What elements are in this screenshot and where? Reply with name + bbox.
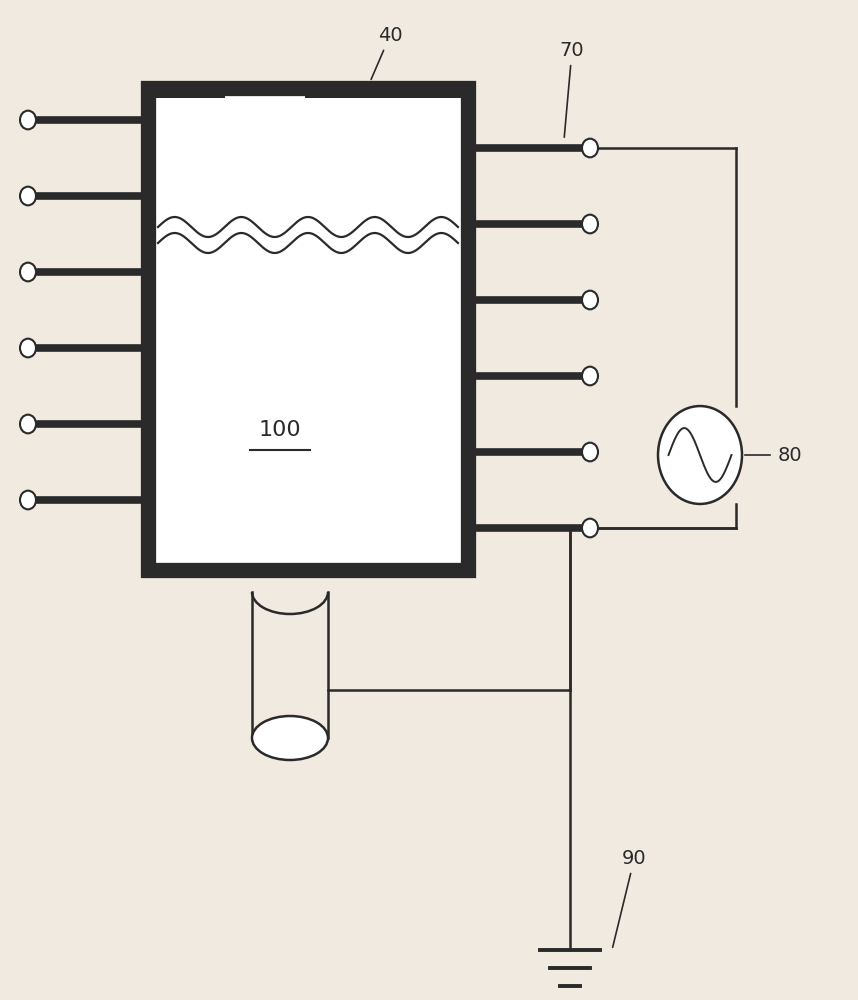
Text: 70: 70 — [559, 41, 584, 137]
Circle shape — [582, 291, 598, 309]
Circle shape — [20, 263, 36, 281]
Circle shape — [582, 367, 598, 385]
Text: 80: 80 — [778, 446, 802, 465]
Circle shape — [582, 519, 598, 537]
Circle shape — [582, 215, 598, 233]
Circle shape — [658, 406, 742, 504]
Bar — [305, 82, 468, 98]
Text: 40: 40 — [372, 26, 402, 79]
Circle shape — [20, 415, 36, 433]
Circle shape — [20, 491, 36, 509]
Bar — [148, 82, 225, 98]
Circle shape — [20, 111, 36, 129]
Text: 90: 90 — [613, 849, 647, 947]
Circle shape — [582, 443, 598, 461]
Circle shape — [582, 139, 598, 157]
Bar — [148, 88, 468, 570]
Ellipse shape — [252, 716, 328, 760]
Text: 100: 100 — [259, 420, 301, 440]
Circle shape — [20, 187, 36, 205]
Circle shape — [20, 339, 36, 357]
